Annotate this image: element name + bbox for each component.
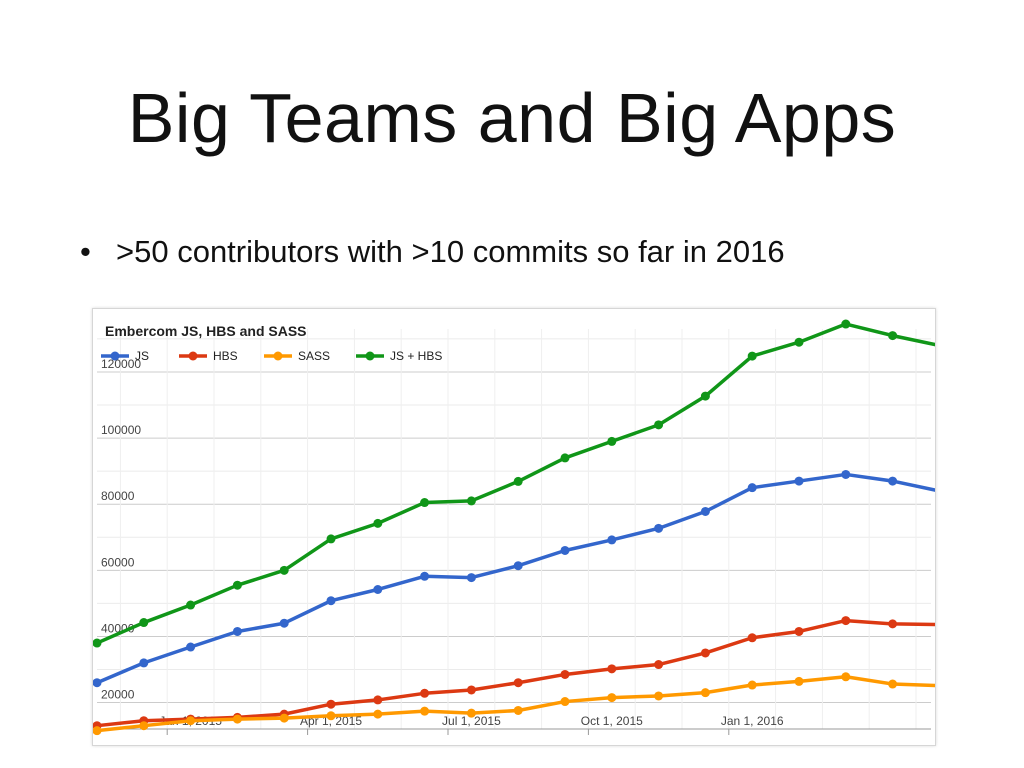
legend-marker xyxy=(110,351,120,361)
data-point xyxy=(841,469,851,479)
y-tick-label: 20000 xyxy=(101,688,135,702)
data-point xyxy=(373,695,383,705)
bullet-text: >50 contributors with >10 commits so far… xyxy=(116,234,785,269)
data-point xyxy=(186,642,196,652)
series-line xyxy=(96,472,935,685)
data-point xyxy=(560,669,570,679)
y-tick-label: 100000 xyxy=(101,423,141,437)
data-point xyxy=(139,721,149,731)
bullet-point: • >50 contributors with >10 commits so fa… xyxy=(80,234,785,270)
x-tick-label: Oct 1, 2015 xyxy=(581,714,643,728)
y-tick-label: 60000 xyxy=(101,555,135,569)
data-point xyxy=(232,626,242,636)
data-point xyxy=(700,391,710,401)
slide-title: Big Teams and Big Apps xyxy=(127,79,897,157)
data-point xyxy=(326,596,336,606)
x-tick-label: Jan 1, 2016 xyxy=(721,714,784,728)
data-point xyxy=(888,331,898,341)
data-point xyxy=(841,672,851,682)
data-point xyxy=(373,709,383,719)
data-point xyxy=(232,714,242,724)
data-point xyxy=(747,680,757,690)
data-point xyxy=(607,535,617,545)
data-point xyxy=(420,571,430,581)
data-point xyxy=(466,496,476,506)
legend-label: HBS xyxy=(213,349,238,363)
data-point xyxy=(607,693,617,703)
legend-label: JS + HBS xyxy=(390,349,442,363)
x-tick-label: Jul 1, 2015 xyxy=(442,714,501,728)
data-point xyxy=(326,711,336,721)
data-point xyxy=(794,626,804,636)
data-point xyxy=(841,616,851,626)
data-point xyxy=(747,483,757,493)
data-point xyxy=(888,619,898,629)
data-point xyxy=(513,678,523,688)
data-point xyxy=(747,633,757,643)
data-point xyxy=(466,685,476,695)
bullet-marker: • xyxy=(80,234,91,269)
y-tick-label: 120000 xyxy=(101,357,141,371)
data-point xyxy=(326,534,336,544)
data-point xyxy=(841,319,851,329)
data-point xyxy=(560,697,570,707)
data-point xyxy=(279,565,289,575)
data-point xyxy=(139,658,149,668)
legend-marker xyxy=(273,351,283,361)
data-point xyxy=(373,518,383,528)
data-point xyxy=(747,351,757,361)
data-point xyxy=(888,476,898,486)
chart-title: Embercom JS, HBS and SASS xyxy=(105,323,307,339)
data-point xyxy=(420,706,430,716)
data-point xyxy=(700,688,710,698)
data-point xyxy=(794,476,804,486)
data-point xyxy=(654,420,664,430)
data-point xyxy=(186,600,196,610)
data-point xyxy=(794,676,804,686)
data-point xyxy=(888,679,898,689)
data-point xyxy=(279,713,289,723)
data-point xyxy=(139,618,149,628)
data-point xyxy=(420,688,430,698)
data-point xyxy=(513,561,523,571)
data-point xyxy=(794,337,804,347)
data-point xyxy=(420,498,430,508)
data-point xyxy=(93,678,102,688)
data-point xyxy=(607,436,617,446)
legend-marker xyxy=(365,351,375,361)
data-point xyxy=(326,699,336,709)
data-point xyxy=(186,716,196,726)
data-point xyxy=(700,506,710,516)
data-point xyxy=(93,638,102,648)
data-point xyxy=(700,648,710,658)
y-tick-label: 80000 xyxy=(101,489,135,503)
legend-label: SASS xyxy=(298,349,330,363)
data-point xyxy=(93,726,102,736)
data-point xyxy=(279,618,289,628)
data-point xyxy=(607,664,617,674)
data-point xyxy=(654,523,664,533)
data-point xyxy=(373,584,383,594)
legend-label: JS xyxy=(135,349,149,363)
data-point xyxy=(654,660,664,670)
data-point xyxy=(513,476,523,486)
data-point xyxy=(560,453,570,463)
legend-marker xyxy=(188,351,198,361)
data-point xyxy=(466,708,476,718)
data-point xyxy=(560,545,570,555)
data-point xyxy=(654,691,664,701)
data-point xyxy=(466,573,476,583)
data-point xyxy=(513,705,523,715)
data-point xyxy=(232,580,242,590)
